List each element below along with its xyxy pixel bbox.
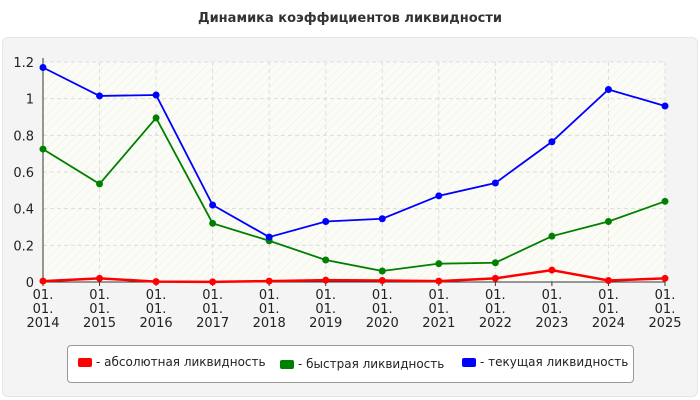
series-line-2: [42, 66, 666, 239]
data-point: [491, 179, 499, 187]
data-point: [491, 259, 499, 267]
x-tick-label: 01. 01. 2025: [648, 288, 681, 331]
x-tick-label: 01. 01. 2015: [83, 288, 116, 331]
data-point: [322, 218, 330, 225]
data-point: [96, 274, 104, 282]
data-point: [39, 277, 47, 285]
legend: - абсолютная ликвидность - быстрая ликви…: [67, 345, 634, 383]
data-point: [661, 274, 669, 282]
data-point: [152, 278, 160, 286]
data-point: [39, 64, 47, 71]
y-tick-label: 0.2: [13, 239, 34, 254]
x-tick-label: 01. 01. 2020: [366, 288, 399, 331]
data-point: [378, 277, 386, 285]
legend-label: - абсолютная ликвидность: [96, 355, 266, 369]
data-point: [548, 266, 556, 274]
data-point: [435, 277, 443, 285]
x-tick-label: 01. 01. 2021: [422, 288, 455, 331]
data-point: [378, 215, 386, 223]
data-point: [265, 233, 273, 241]
x-tick-label: 01. 01. 2024: [592, 288, 625, 331]
data-point: [548, 138, 556, 146]
data-point: [661, 197, 669, 205]
y-tick-label: 0.6: [13, 166, 34, 181]
legend-item-absolute: - абсолютная ликвидность: [78, 355, 266, 369]
data-point: [435, 260, 443, 268]
series-line-1: [42, 116, 666, 272]
y-tick-label: 0: [26, 276, 34, 291]
data-point: [322, 276, 330, 284]
data-point: [604, 218, 612, 225]
x-tick-label: 01. 01. 2022: [479, 288, 512, 331]
y-tick-label: 0.4: [13, 203, 34, 218]
data-point: [152, 91, 160, 99]
data-point: [604, 277, 612, 285]
legend-swatch: [280, 359, 294, 369]
y-tick-label: 1: [26, 93, 34, 108]
data-point: [152, 114, 160, 122]
data-point: [39, 145, 47, 153]
data-point: [96, 92, 104, 100]
legend-label: - текущая ликвидность: [480, 355, 629, 369]
data-point: [322, 256, 330, 264]
legend-item-current: - текущая ликвидность: [462, 355, 628, 369]
x-tick-label: 01. 01. 2019: [309, 288, 342, 331]
x-tick-label: 01. 01. 2018: [253, 288, 286, 331]
data-point: [378, 267, 386, 275]
data-point: [265, 277, 273, 285]
series-line-0: [42, 268, 666, 284]
chart-title: Динамика коэффициентов ликвидности: [198, 11, 502, 26]
x-tick-label: 01. 01. 2016: [140, 288, 173, 331]
legend-item-quick: - быстрая ликвидность: [280, 357, 444, 371]
x-tick-label: 01. 01. 2014: [26, 288, 59, 331]
data-point: [209, 201, 217, 209]
x-tick-label: 01. 01. 2017: [196, 288, 229, 331]
data-point: [209, 278, 217, 286]
data-point: [491, 274, 499, 282]
y-tick-label: 0.8: [13, 129, 34, 144]
data-point: [548, 232, 556, 240]
legend-label: - быстрая ликвидность: [298, 357, 445, 371]
data-point: [209, 219, 217, 227]
x-tick-label: 01. 01. 2023: [535, 288, 568, 331]
legend-swatch: [462, 357, 476, 367]
y-tick-label: 1.2: [13, 56, 34, 71]
data-point: [604, 86, 612, 93]
legend-swatch: [78, 357, 92, 367]
data-point: [96, 180, 104, 188]
data-point: [435, 192, 443, 200]
data-point: [661, 102, 669, 110]
